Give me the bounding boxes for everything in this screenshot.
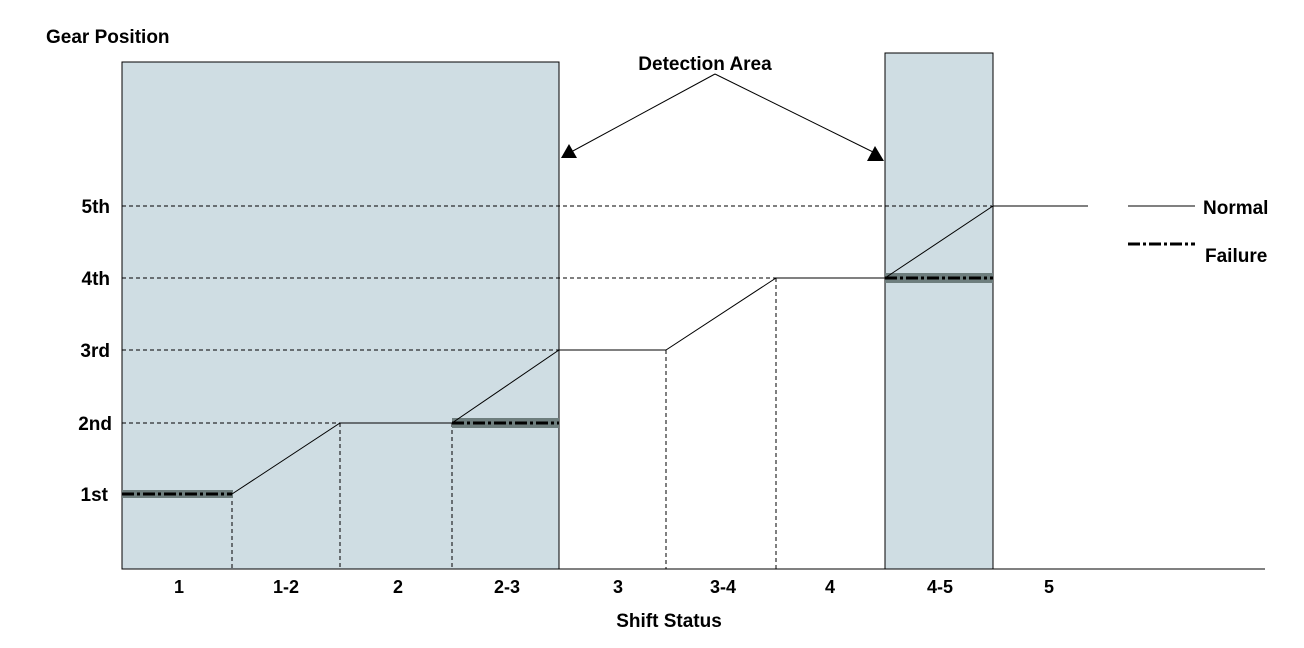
state-label-1-2: 1-2	[273, 577, 299, 597]
state-label-4: 4	[825, 577, 835, 597]
gear-label-3rd: 3rd	[80, 341, 110, 362]
failure-band-1st	[122, 490, 233, 498]
x-axis-title: Shift Status	[616, 611, 722, 632]
detection-area-label: Detection Area	[638, 54, 772, 75]
gear-label-1st: 1st	[81, 485, 109, 506]
y-axis-title: Gear Position	[46, 27, 170, 48]
state-label-1: 1	[174, 577, 184, 597]
state-label-2: 2	[393, 577, 403, 597]
gear-labels: 1st 2nd 3rd 4th 5th	[78, 197, 112, 506]
state-label-3: 3	[613, 577, 623, 597]
callout-line-right	[714, 73, 874, 153]
gear-label-2nd: 2nd	[78, 414, 112, 435]
shift-state-labels: 1 1-2 2 2-3 3 3-4 4 4-5 5	[174, 577, 1054, 597]
legend-failure-label: Failure	[1205, 246, 1267, 267]
detection-area-right	[884, 52, 994, 570]
arrowhead-left	[561, 144, 577, 158]
normal-path	[231, 205, 1088, 495]
legend-normal-label: Normal	[1203, 198, 1268, 219]
detection-area-left	[121, 61, 560, 570]
gear-label-4th: 4th	[82, 269, 111, 290]
state-label-4-5: 4-5	[927, 577, 953, 597]
arrowhead-right	[867, 146, 884, 161]
state-dividers	[231, 278, 777, 569]
failure-lines	[122, 276, 993, 496]
callout-line-left	[570, 73, 716, 153]
state-label-3-4: 3-4	[710, 577, 736, 597]
gear-label-5th: 5th	[82, 197, 111, 218]
state-label-2-3: 2-3	[494, 577, 520, 597]
state-label-5: 5	[1044, 577, 1054, 597]
detection-callout-arrows	[561, 73, 884, 161]
